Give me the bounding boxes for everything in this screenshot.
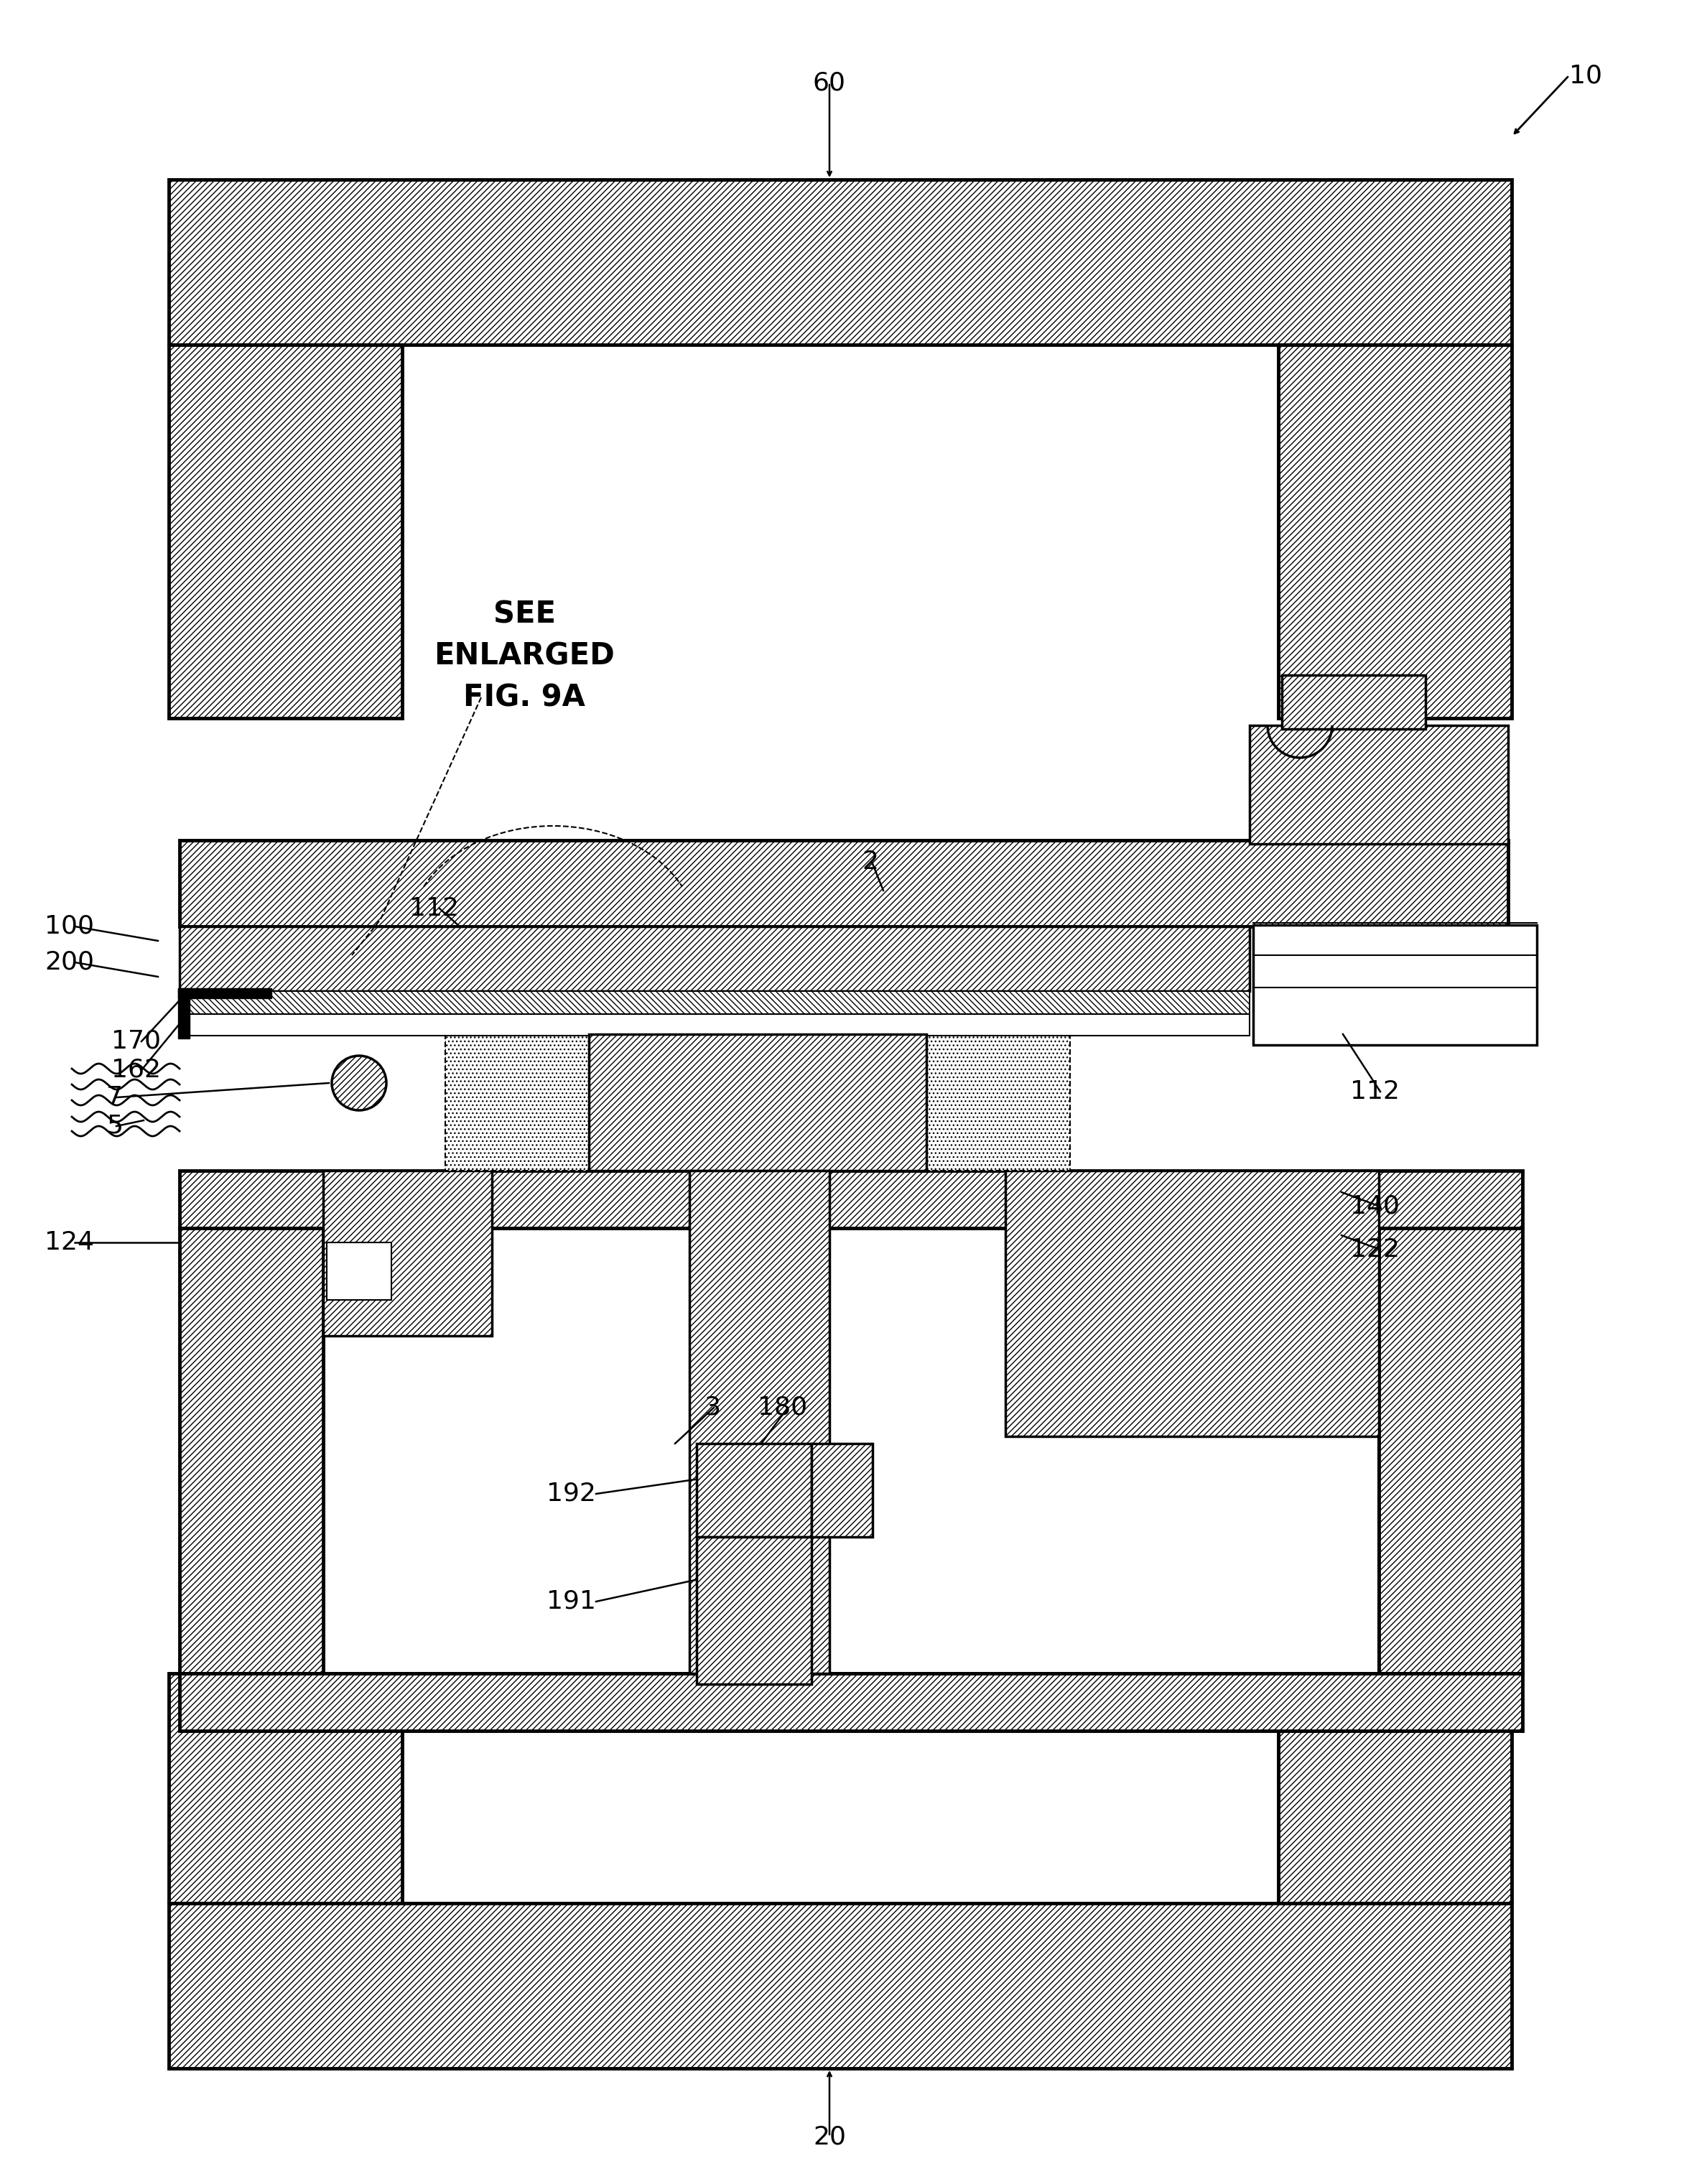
- Text: 7: 7: [106, 1085, 123, 1109]
- Text: 3: 3: [705, 1396, 720, 1420]
- Text: 124: 124: [44, 1230, 94, 1254]
- Bar: [168, 1902, 1511, 2068]
- Bar: [179, 841, 1508, 926]
- Bar: [696, 1444, 812, 1538]
- Text: 20: 20: [814, 2125, 846, 2149]
- Text: 140: 140: [1350, 1195, 1399, 1219]
- Text: ENLARGED: ENLARGED: [434, 640, 614, 670]
- Bar: [689, 1171, 829, 1673]
- Bar: [926, 1035, 1071, 1171]
- Text: 60: 60: [814, 70, 846, 94]
- Bar: [179, 1673, 1523, 1732]
- Bar: [179, 926, 1249, 992]
- Bar: [168, 179, 1511, 345]
- Bar: [168, 1673, 402, 1902]
- Text: 100: 100: [44, 915, 94, 939]
- Circle shape: [332, 1055, 386, 1109]
- Bar: [1006, 1171, 1379, 1437]
- Bar: [179, 987, 189, 1040]
- Bar: [1278, 1673, 1511, 1902]
- Bar: [179, 1013, 1249, 1035]
- Bar: [1249, 725, 1508, 843]
- Text: 112: 112: [1350, 1079, 1399, 1103]
- Bar: [446, 1035, 589, 1171]
- Text: 122: 122: [1350, 1238, 1399, 1262]
- Text: SEE: SEE: [494, 598, 555, 629]
- Text: 170: 170: [111, 1029, 162, 1053]
- Text: 10: 10: [1569, 63, 1602, 87]
- Bar: [179, 987, 271, 998]
- Bar: [323, 1171, 492, 1337]
- Text: 112: 112: [410, 895, 460, 922]
- Text: 5: 5: [106, 1114, 123, 1138]
- Text: 191: 191: [546, 1590, 596, 1614]
- Polygon shape: [1253, 926, 1537, 1044]
- Bar: [589, 1035, 926, 1171]
- Bar: [1282, 675, 1426, 729]
- Bar: [168, 345, 402, 719]
- Bar: [327, 1243, 391, 1299]
- Bar: [323, 1227, 1379, 1673]
- Text: 192: 192: [546, 1481, 596, 1507]
- Bar: [1379, 1227, 1523, 1673]
- Text: 162: 162: [111, 1057, 162, 1083]
- Text: 200: 200: [44, 950, 94, 974]
- Bar: [179, 1171, 1523, 1227]
- Bar: [179, 992, 1249, 1013]
- Text: 2: 2: [861, 850, 878, 874]
- Bar: [812, 1444, 873, 1538]
- Text: FIG. 9A: FIG. 9A: [463, 681, 585, 712]
- Bar: [696, 1538, 812, 1684]
- Bar: [1278, 345, 1511, 719]
- Text: 180: 180: [757, 1396, 807, 1420]
- Bar: [179, 1227, 323, 1673]
